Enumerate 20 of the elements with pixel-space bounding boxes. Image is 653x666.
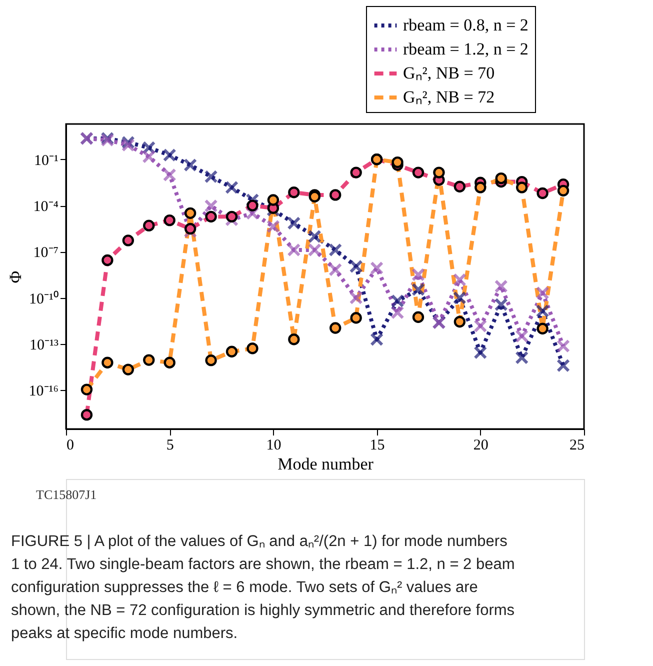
x-tick-label: 0: [66, 438, 74, 454]
x-tick-label: 10: [266, 438, 282, 454]
legend-label: Gₙ², NB = 72: [403, 88, 495, 106]
text: TC15807J1: [36, 487, 97, 502]
x-tick-label: 5: [166, 438, 174, 454]
legend-label: rbeam = 0.8, n = 2: [403, 16, 528, 34]
y-tick-label: 10⁻⁷: [33, 245, 58, 262]
y-tick-label: 10⁻⁴: [33, 199, 58, 216]
x-tick-label: 20: [473, 438, 488, 454]
y-tick-label: 10⁻¹⁰: [29, 290, 58, 308]
legend-label: rbeam = 1.2, n = 2: [403, 40, 528, 58]
y-tick-label: 10⁻¹: [34, 152, 58, 169]
x-tick-label: 15: [370, 438, 385, 454]
y-tick-label: 10⁻¹³: [30, 338, 59, 354]
x-tick-label: 25: [570, 438, 584, 454]
x-axis-title: Mode number: [278, 454, 374, 474]
caption: FIGURE 5 | A plot of the values of Gₙ and aₙ²/(2n + 1) for mode numbers 1 to 24. Two single-beam factors are shown, the rbeam = 1.2, n = 2 beam configuration suppresses the ℓ = 6 mode. Two sets of Gₙ² values are shown, the NB = 72 configuration is highly symmetric and therefore forms peaks at specific mode numbers.: [11, 533, 515, 642]
y-axis-title: Φ: [6, 270, 25, 284]
y-tick-label: 10⁻¹⁶: [28, 384, 58, 400]
legend-label: Gₙ², NB = 70: [403, 64, 495, 82]
